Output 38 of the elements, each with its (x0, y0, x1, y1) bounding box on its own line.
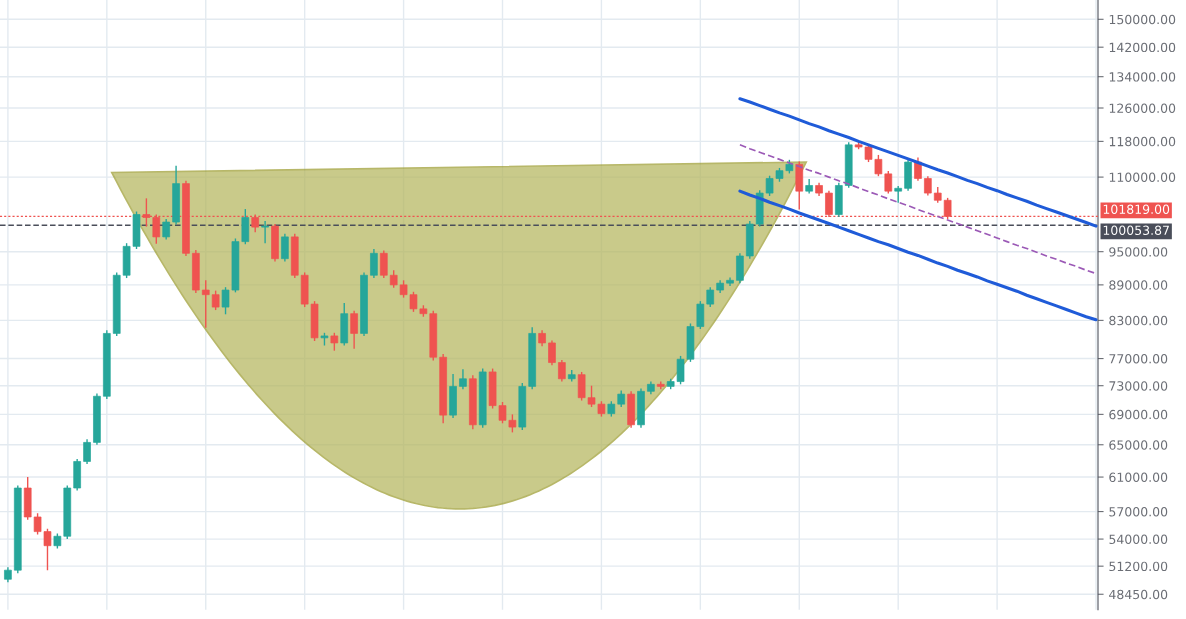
ref-line-label: 100053.87 (1103, 225, 1169, 235)
candlestick (83, 438, 91, 465)
y-tick-label: 126000.00 (1109, 103, 1176, 113)
candlestick (894, 185, 902, 204)
candlestick (558, 359, 566, 383)
y-tick-label: 110000.00 (1109, 172, 1176, 183)
candlestick (261, 220, 269, 244)
y-tick-label: 142000.00 (1109, 42, 1176, 53)
y-tick-label: 89000.00 (1109, 280, 1168, 290)
y-tick-label: 118000.00 (1109, 136, 1176, 147)
line-series (738, 97, 1098, 228)
y-tick-label: 77000.00 (1109, 354, 1168, 364)
y-tick-label: 65000.00 (1109, 440, 1168, 450)
candlestick (706, 286, 715, 308)
candlestick (162, 218, 170, 241)
y-tick-label: 134000.00 (1109, 72, 1176, 82)
line-series (739, 144, 1097, 275)
y-tick-label: 150000.00 (1109, 14, 1176, 25)
y-tick-label: 54000.00 (1109, 534, 1168, 545)
line-series (738, 189, 1098, 322)
y-tick-label: 48450.00 (1109, 589, 1168, 600)
y-tick-label: 95000.00 (1109, 247, 1168, 257)
candlestick (211, 289, 220, 311)
candlestick (459, 368, 467, 390)
y-tick-label: 61000.00 (1109, 472, 1168, 482)
y-tick-label: 83000.00 (1109, 315, 1168, 326)
ref-line-label: 101819.00 (1103, 204, 1170, 214)
y-tick-label: 69000.00 (1109, 409, 1168, 420)
candlestick (370, 248, 378, 279)
y-tick-label: 73000.00 (1109, 381, 1168, 391)
candlestick (350, 309, 358, 350)
candlestick (379, 249, 388, 279)
y-tick-label: 51200.00 (1109, 561, 1168, 572)
candlestick (281, 233, 289, 263)
y-tick-label: 57000.00 (1109, 507, 1168, 517)
candlestick (201, 279, 210, 329)
candlestick (548, 339, 556, 366)
candlestick (924, 175, 932, 197)
